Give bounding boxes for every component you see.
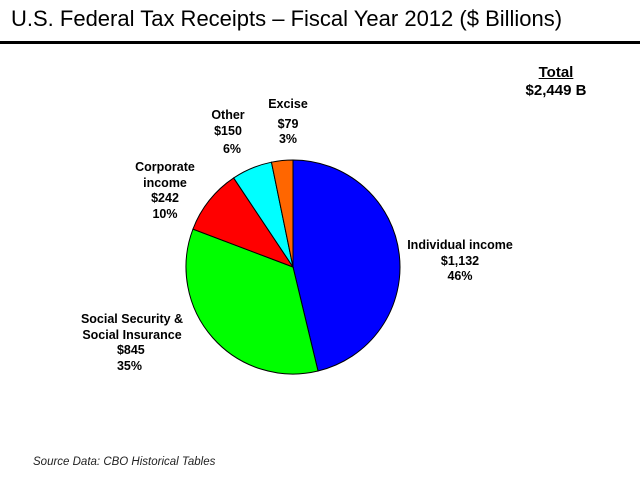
slice-value: $845	[116, 343, 145, 357]
label-excise: Excise $79 3%	[268, 97, 308, 148]
slice-value: $1,132	[440, 253, 480, 268]
slice-pct: 46%	[447, 269, 473, 283]
title-divider	[0, 41, 640, 44]
slice-value: $150	[214, 123, 242, 138]
label-other: Other $150 6%	[211, 108, 244, 158]
slice-name: Other	[211, 108, 245, 122]
slice-pct: 35%	[116, 358, 142, 373]
total-value: $2,449 B	[525, 82, 587, 99]
total-box: Total $2,449 B	[526, 64, 587, 100]
slice-value: $242	[151, 191, 179, 205]
label-corporate-income: Corporate income $242 10%	[135, 160, 195, 222]
slice-pct: 3%	[278, 132, 298, 146]
slice-name: Individual income	[407, 238, 513, 252]
total-heading: Total	[538, 64, 574, 81]
slice-name: Social Security &	[80, 312, 184, 326]
slice-name: Corporate	[135, 160, 195, 174]
label-individual-income: Individual income $1,132 46%	[407, 238, 513, 285]
slice-name: Excise	[268, 97, 308, 111]
pie-slice-social-security-social-insurance	[185, 228, 319, 375]
slice-value: $79	[277, 116, 299, 131]
slice-name: Social Insurance	[82, 327, 182, 342]
slice-pct: 6%	[222, 142, 242, 156]
label-social-security: Social Security & Social Insurance $845 …	[81, 312, 183, 374]
chart-title: U.S. Federal Tax Receipts – Fiscal Year …	[11, 6, 563, 31]
source-note: Source Data: CBO Historical Tables	[33, 456, 216, 468]
pie-slice-excise	[270, 159, 294, 268]
slice-name: income	[143, 175, 187, 190]
pie-slice-individual-income	[292, 159, 401, 372]
slice-pct: 10%	[152, 206, 178, 221]
